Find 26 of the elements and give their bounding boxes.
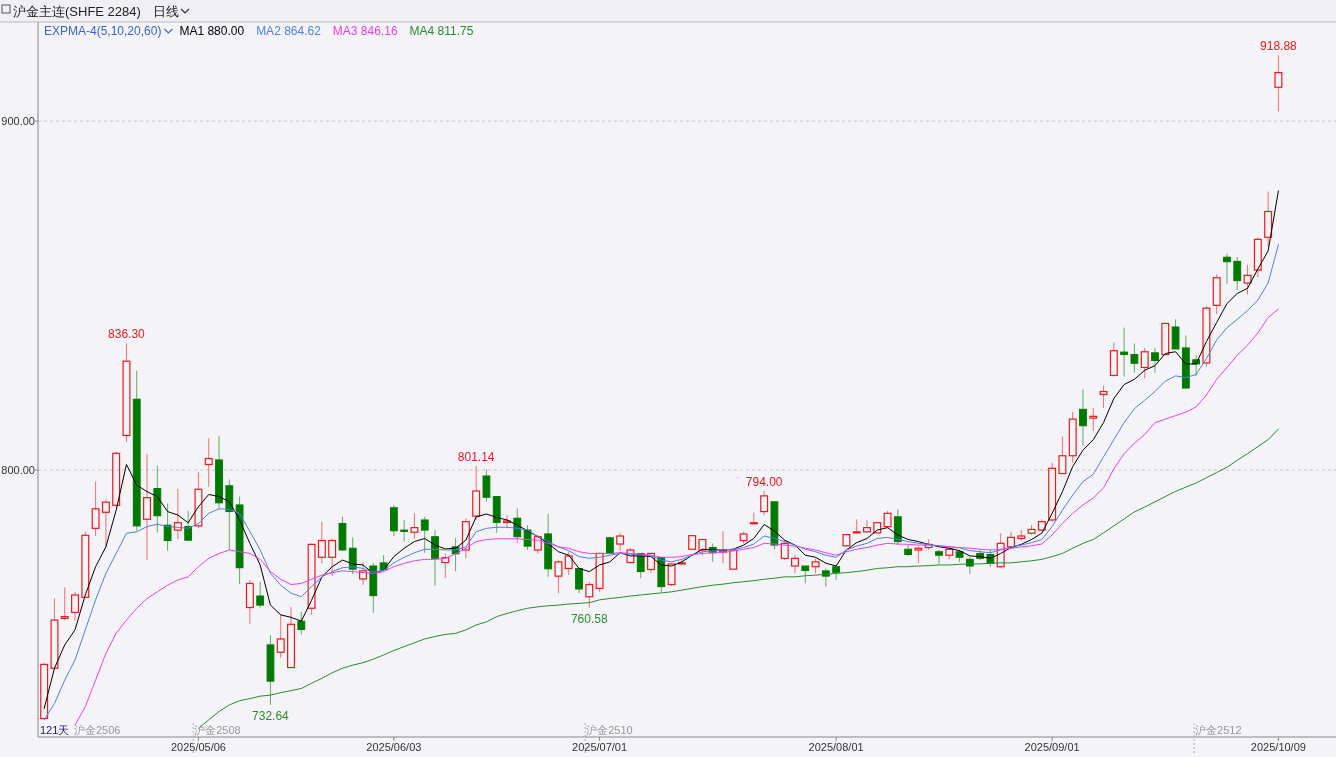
- legend-title: EXPMA-4(5,10,20,60): [44, 24, 162, 38]
- xtick-label: 2025/08/01: [808, 741, 864, 753]
- title: 沪金主连(SHFE 2284): [13, 4, 141, 19]
- annotation: 沪金2508: [194, 724, 241, 736]
- annotation: 121天: [40, 724, 70, 736]
- xtick-label: 2025/07/01: [572, 741, 628, 753]
- annotation: 沪金2512: [1195, 724, 1242, 736]
- annotation: 836.30: [108, 327, 145, 342]
- legend-item: MA4 811.75: [409, 24, 474, 38]
- annotation: 沪金2506: [74, 724, 121, 736]
- annotation: 794.00: [745, 475, 783, 489]
- xtick-label: 2025/06/03: [366, 741, 422, 753]
- xtick-label: 2025/05/06: [170, 741, 226, 753]
- legend-item: MA1 880.00: [179, 24, 245, 38]
- annotation: 918.88: [1260, 39, 1297, 54]
- legend-item: MA3 846.16: [332, 24, 398, 38]
- annotation: 801.14: [457, 450, 495, 465]
- annotation: 732.64: [252, 709, 289, 724]
- legend-item: MA2 864.62: [256, 24, 321, 38]
- subtitle: 日线: [153, 4, 179, 19]
- annotation: 沪金2510: [586, 724, 633, 736]
- annotation: 760.58: [570, 611, 608, 626]
- xtick-label: 2025/10/09: [1250, 741, 1306, 753]
- xtick-label: 2025/09/01: [1024, 741, 1080, 753]
- ytick-label: 900.00: [1, 115, 35, 128]
- ytick-label: 800.00: [1, 464, 35, 477]
